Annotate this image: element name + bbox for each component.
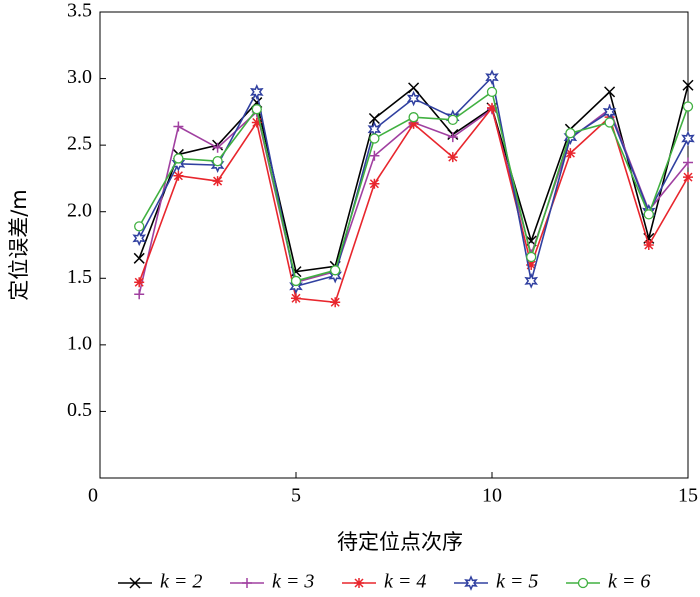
y-axis-label: 定位误差/m <box>7 189 31 301</box>
marker <box>604 117 615 128</box>
marker <box>132 230 147 247</box>
marker <box>682 101 694 112</box>
series-line <box>138 106 689 304</box>
legend-label: k = 6 <box>608 571 650 593</box>
y-tick-label: 1.5 <box>67 266 92 288</box>
series-line <box>138 107 689 295</box>
marker <box>369 133 380 144</box>
marker <box>249 84 264 100</box>
marker <box>171 155 186 172</box>
marker <box>524 272 539 289</box>
marker <box>565 148 576 159</box>
marker <box>526 251 537 263</box>
marker <box>368 112 380 125</box>
marker <box>289 278 303 295</box>
legend-marker <box>577 577 589 589</box>
marker <box>408 112 419 123</box>
legend-marker <box>129 577 141 589</box>
legend-label: k = 3 <box>272 571 314 593</box>
marker <box>173 153 184 164</box>
marker <box>369 178 380 189</box>
marker <box>212 176 223 187</box>
marker <box>133 252 145 264</box>
marker <box>330 297 341 308</box>
marker <box>134 289 145 300</box>
legend-label: k = 4 <box>384 571 426 593</box>
x-tick-label: 10 <box>482 485 502 507</box>
plot-frame <box>99 11 689 479</box>
marker <box>643 209 654 220</box>
y-tick-label: 2.5 <box>67 133 92 155</box>
marker <box>251 104 262 115</box>
y-tick-label: 2.0 <box>67 199 92 221</box>
marker <box>447 132 458 143</box>
marker <box>485 69 499 86</box>
marker <box>487 102 497 113</box>
marker <box>173 121 184 132</box>
x-axis-label: 待定位点次序 <box>337 530 463 554</box>
legend-marker <box>464 575 478 591</box>
marker <box>290 275 302 287</box>
marker <box>330 265 341 276</box>
marker <box>682 79 694 91</box>
marker <box>447 152 458 163</box>
marker <box>526 259 537 270</box>
x-tick-label: 5 <box>291 485 301 507</box>
marker <box>134 221 145 232</box>
marker <box>134 277 145 288</box>
marker <box>173 170 184 181</box>
legend-marker <box>354 578 364 588</box>
x-tick-label: 0 <box>88 485 98 507</box>
marker <box>408 82 420 94</box>
marker <box>212 142 223 153</box>
y-tick-label: 3.5 <box>67 0 92 22</box>
marker <box>406 90 421 107</box>
marker <box>251 117 262 128</box>
y-tick-label: 1.0 <box>67 332 92 354</box>
marker <box>604 86 616 98</box>
x-tick-label: 15 <box>678 485 698 507</box>
marker <box>369 150 380 161</box>
marker <box>681 130 695 147</box>
y-tick-label: 0.5 <box>67 399 92 421</box>
marker <box>212 155 223 167</box>
marker <box>683 157 693 168</box>
marker <box>291 293 301 304</box>
marker <box>447 114 458 125</box>
legend-label: k = 2 <box>160 571 202 593</box>
legend-marker <box>242 578 252 588</box>
y-tick-label: 3.0 <box>67 66 92 88</box>
legend-label: k = 5 <box>496 571 538 593</box>
marker <box>643 240 654 250</box>
marker <box>683 172 693 183</box>
marker <box>565 128 576 139</box>
marker <box>328 267 343 284</box>
marker <box>408 118 419 129</box>
marker <box>486 86 498 98</box>
